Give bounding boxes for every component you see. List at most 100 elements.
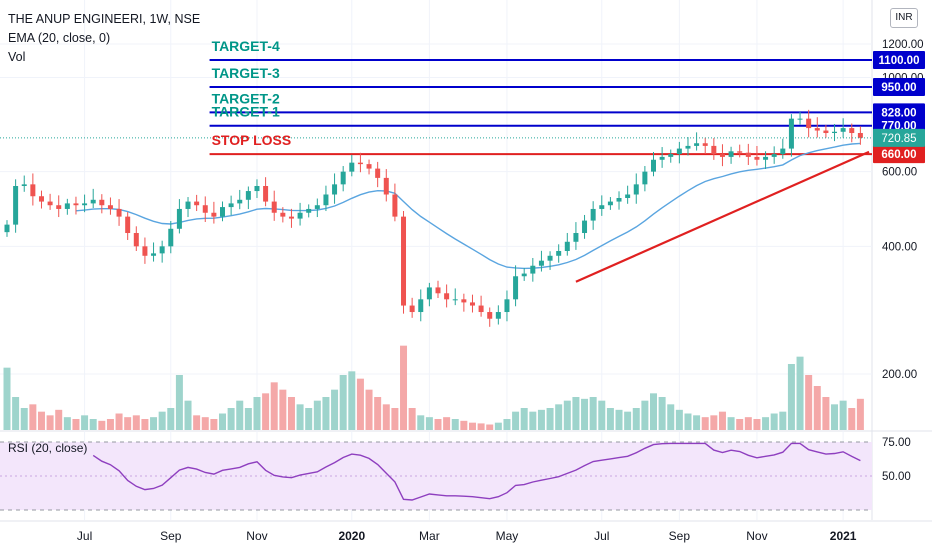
- candle[interactable]: [280, 207, 286, 223]
- candle[interactable]: [694, 132, 700, 151]
- candle[interactable]: [530, 257, 536, 282]
- currency-button[interactable]: INR: [890, 8, 918, 28]
- candle[interactable]: [469, 294, 475, 313]
- candle[interactable]: [607, 197, 613, 210]
- candle[interactable]: [823, 124, 829, 138]
- candle[interactable]: [409, 297, 415, 318]
- candle[interactable]: [478, 295, 484, 317]
- candle[interactable]: [625, 185, 631, 204]
- candle[interactable]: [521, 267, 527, 281]
- candle[interactable]: [263, 177, 269, 207]
- candle[interactable]: [237, 189, 243, 210]
- candle[interactable]: [90, 188, 96, 209]
- candle[interactable]: [676, 141, 682, 164]
- candle[interactable]: [487, 307, 493, 327]
- candle[interactable]: [220, 201, 225, 222]
- candle[interactable]: [30, 173, 36, 206]
- candle[interactable]: [107, 197, 113, 215]
- candle[interactable]: [116, 199, 122, 226]
- candle[interactable]: [401, 211, 407, 314]
- candle[interactable]: [685, 137, 691, 156]
- candle[interactable]: [332, 173, 338, 204]
- candle[interactable]: [47, 193, 53, 210]
- candle[interactable]: [504, 290, 510, 322]
- trendline[interactable]: [575, 150, 870, 283]
- candle[interactable]: [590, 201, 596, 230]
- candle[interactable]: [582, 214, 588, 239]
- candle[interactable]: [737, 144, 743, 158]
- candle[interactable]: [719, 144, 725, 167]
- candle[interactable]: [806, 109, 812, 138]
- candle[interactable]: [642, 166, 648, 192]
- candle[interactable]: [573, 222, 579, 250]
- candle[interactable]: [754, 145, 760, 166]
- candle[interactable]: [797, 111, 803, 125]
- candle[interactable]: [168, 221, 174, 254]
- candle[interactable]: [228, 195, 234, 216]
- candle[interactable]: [426, 282, 432, 307]
- candle[interactable]: [444, 284, 450, 308]
- candle[interactable]: [418, 289, 424, 322]
- candle[interactable]: [323, 185, 329, 212]
- candle[interactable]: [668, 149, 674, 163]
- candle[interactable]: [711, 138, 717, 160]
- candle[interactable]: [763, 151, 769, 170]
- candle[interactable]: [297, 202, 303, 226]
- candle[interactable]: [133, 226, 139, 251]
- candle[interactable]: [745, 143, 751, 165]
- candle[interactable]: [4, 220, 10, 237]
- candle[interactable]: [366, 159, 372, 175]
- candle[interactable]: [357, 152, 363, 173]
- candle[interactable]: [771, 146, 777, 164]
- candle[interactable]: [271, 190, 277, 221]
- candle[interactable]: [538, 250, 544, 272]
- candle[interactable]: [254, 179, 260, 198]
- candle[interactable]: [435, 280, 441, 298]
- candle[interactable]: [202, 196, 208, 223]
- candle[interactable]: [21, 175, 27, 192]
- candle[interactable]: [38, 190, 44, 209]
- candle[interactable]: [556, 244, 562, 263]
- candle[interactable]: [64, 198, 70, 215]
- candle[interactable]: [814, 117, 820, 138]
- candle[interactable]: [564, 232, 570, 256]
- candle[interactable]: [616, 191, 622, 210]
- candle[interactable]: [349, 154, 355, 177]
- candle[interactable]: [288, 208, 294, 228]
- candle[interactable]: [340, 166, 346, 192]
- candle[interactable]: [392, 183, 398, 222]
- candle[interactable]: [314, 198, 320, 218]
- candle[interactable]: [151, 242, 157, 262]
- candle[interactable]: [159, 240, 165, 263]
- candle[interactable]: [651, 152, 656, 177]
- candle[interactable]: [142, 237, 148, 264]
- candle[interactable]: [659, 147, 665, 168]
- candle[interactable]: [56, 195, 62, 218]
- candle[interactable]: [306, 204, 312, 218]
- candle[interactable]: [780, 138, 786, 159]
- candle[interactable]: [461, 293, 467, 312]
- candle[interactable]: [73, 196, 79, 215]
- candle[interactable]: [375, 161, 381, 188]
- candle[interactable]: [849, 123, 855, 143]
- candle[interactable]: [185, 197, 191, 218]
- candle[interactable]: [99, 194, 105, 214]
- candle[interactable]: [728, 146, 734, 164]
- candle[interactable]: [452, 288, 458, 306]
- candle[interactable]: [788, 114, 794, 157]
- candle[interactable]: [495, 305, 501, 325]
- candle[interactable]: [13, 179, 19, 233]
- candle[interactable]: [211, 201, 217, 224]
- candle[interactable]: [513, 265, 519, 307]
- candle[interactable]: [702, 137, 708, 154]
- candle[interactable]: [82, 194, 88, 213]
- candle[interactable]: [857, 126, 863, 145]
- candle[interactable]: [840, 118, 846, 138]
- candle[interactable]: [383, 169, 389, 202]
- candle[interactable]: [125, 212, 131, 240]
- candle[interactable]: [194, 194, 200, 212]
- candle[interactable]: [245, 186, 251, 210]
- candle[interactable]: [547, 251, 553, 270]
- candle[interactable]: [176, 199, 182, 234]
